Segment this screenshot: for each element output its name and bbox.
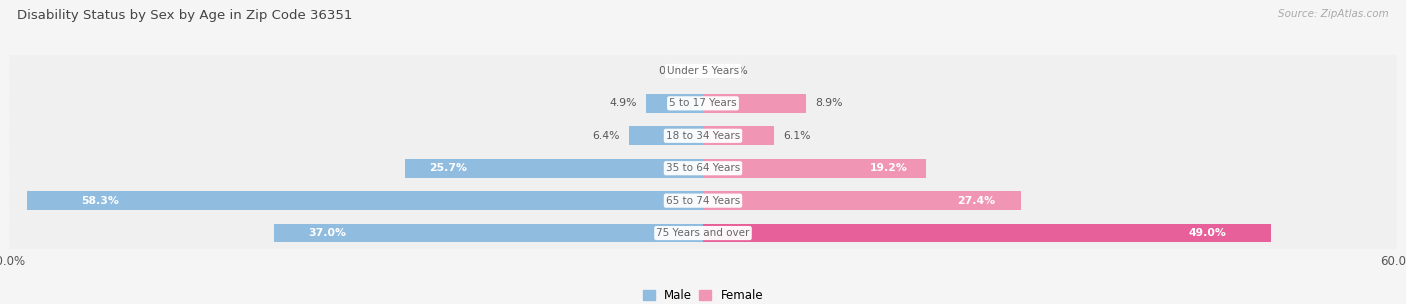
Text: 0.0%: 0.0% [720, 66, 748, 76]
Text: 19.2%: 19.2% [870, 163, 908, 173]
Text: 18 to 34 Years: 18 to 34 Years [666, 131, 740, 141]
Text: 6.4%: 6.4% [592, 131, 620, 141]
Bar [405, 159, 703, 178]
Text: 25.7%: 25.7% [429, 163, 467, 173]
Text: Source: ZipAtlas.com: Source: ZipAtlas.com [1278, 9, 1389, 19]
Text: 75 Years and over: 75 Years and over [657, 228, 749, 238]
FancyBboxPatch shape [10, 46, 1396, 96]
Bar [703, 191, 1021, 210]
Text: Under 5 Years: Under 5 Years [666, 66, 740, 76]
Text: 35 to 64 Years: 35 to 64 Years [666, 163, 740, 173]
Bar [703, 126, 773, 145]
Text: 27.4%: 27.4% [957, 196, 995, 206]
Text: 49.0%: 49.0% [1188, 228, 1226, 238]
Bar [647, 94, 703, 113]
FancyBboxPatch shape [10, 78, 1396, 128]
Text: 0.0%: 0.0% [658, 66, 686, 76]
Text: 6.1%: 6.1% [783, 131, 810, 141]
Legend: Male, Female: Male, Female [640, 285, 766, 304]
Bar [703, 94, 806, 113]
Text: 5 to 17 Years: 5 to 17 Years [669, 98, 737, 108]
Text: 4.9%: 4.9% [609, 98, 637, 108]
Text: 65 to 74 Years: 65 to 74 Years [666, 196, 740, 206]
FancyBboxPatch shape [10, 208, 1396, 258]
Bar [274, 224, 703, 243]
FancyBboxPatch shape [10, 111, 1396, 161]
FancyBboxPatch shape [10, 143, 1396, 193]
Bar [703, 159, 925, 178]
Bar [27, 191, 703, 210]
Text: 8.9%: 8.9% [815, 98, 844, 108]
Text: Disability Status by Sex by Age in Zip Code 36351: Disability Status by Sex by Age in Zip C… [17, 9, 353, 22]
FancyBboxPatch shape [10, 176, 1396, 226]
Bar [703, 224, 1271, 243]
Bar [628, 126, 703, 145]
Text: 37.0%: 37.0% [308, 228, 346, 238]
Text: 58.3%: 58.3% [82, 196, 118, 206]
